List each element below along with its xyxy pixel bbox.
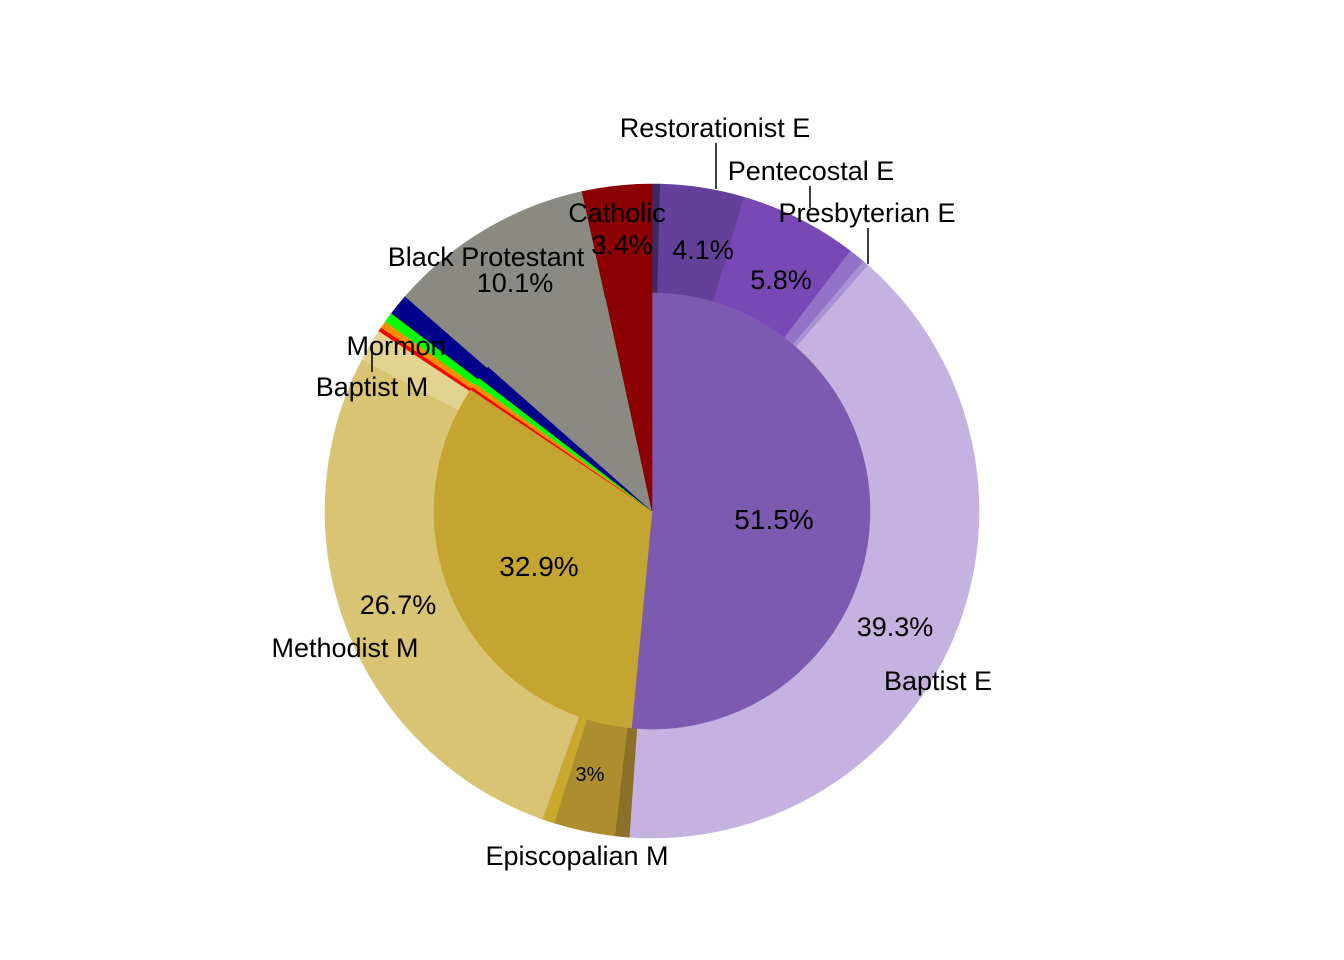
inner-label-mainline: 32.9% (499, 551, 578, 582)
inner-slice-black-protestant (488, 297, 653, 512)
inner-slice-mainline (433, 389, 653, 729)
slice-label-presbyterian-e: Presbyterian E (778, 198, 955, 228)
slice-label-baptist-m: Baptist M (316, 372, 429, 402)
outer-label-black-protestant-value: 10.1% (477, 268, 554, 298)
slice-label-catholic: Catholic (568, 198, 666, 228)
inner-slice-evangelical (631, 292, 871, 730)
inner-slice-catholic (605, 292, 653, 512)
slice-label-restorationist-e: Restorationist E (620, 113, 811, 143)
slice-label-mormon: Mormon (346, 331, 445, 361)
outer-label-catholic-value: 3.4% (591, 230, 653, 260)
outer-label-methodist-value: 26.7% (360, 590, 437, 620)
slice-label-methodist-m: Methodist M (271, 633, 418, 663)
slice-label-pentecostal-e: Pentecostal E (728, 156, 895, 186)
outer-label-episcopalian-value: 3% (576, 764, 605, 786)
slice-label-black-protestant: Black Protestant (388, 242, 585, 272)
slice-label-episcopalian-m: Episcopalian M (485, 841, 668, 871)
outer-label-baptist-e-value: 39.3% (857, 612, 934, 642)
outer-label-pentecostal-value: 4.1% (672, 235, 734, 265)
slice-label-baptist-e: Baptist E (884, 666, 992, 696)
inner-ring (433, 292, 871, 730)
outer-label-presbyterian-value: 5.8% (750, 265, 812, 295)
inner-label-evangelical: 51.5% (734, 504, 813, 535)
leader-lines (371, 143, 869, 372)
